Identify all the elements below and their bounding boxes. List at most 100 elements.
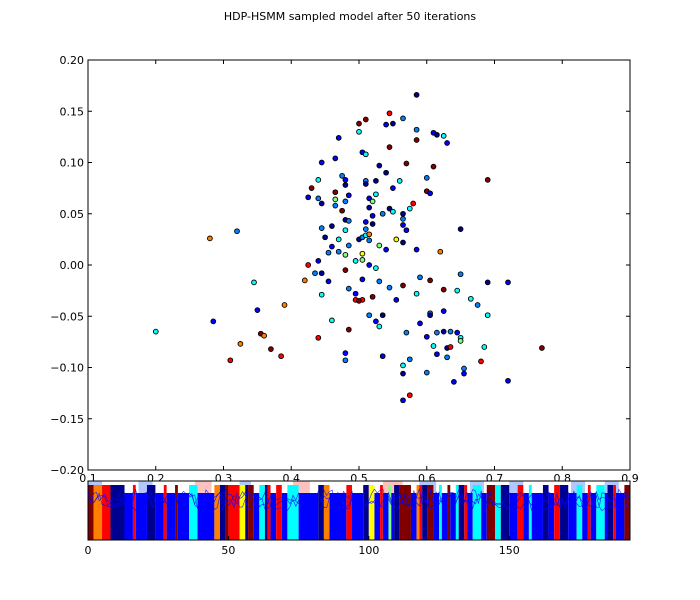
- state-segment: [495, 485, 501, 540]
- data-point: [335, 236, 342, 243]
- data-point: [362, 226, 369, 232]
- state-segment: [542, 485, 549, 540]
- y-tick-label: −0.15: [50, 413, 84, 426]
- data-point: [393, 236, 400, 243]
- data-point: [413, 137, 420, 143]
- state-segment: [590, 493, 597, 540]
- state-segment: [559, 485, 569, 540]
- observation-trace: [87, 494, 631, 512]
- data-point: [373, 318, 379, 325]
- state-segment: [615, 493, 625, 540]
- state-segment: [110, 485, 125, 540]
- data-point: [403, 329, 410, 336]
- data-point: [434, 351, 440, 358]
- data-point: [457, 338, 464, 344]
- state-segment: [374, 493, 381, 540]
- data-point: [362, 116, 369, 123]
- data-point: [379, 312, 386, 319]
- x-tick-label: 0: [85, 544, 92, 557]
- state-segment: [214, 485, 220, 540]
- data-point: [369, 221, 376, 227]
- state-segment: [607, 485, 614, 540]
- state-segment: [281, 493, 288, 540]
- data-point: [396, 178, 403, 184]
- data-point: [481, 344, 488, 350]
- x-tick-label: 100: [358, 544, 379, 557]
- state-segment: [554, 485, 560, 540]
- state-segment: [248, 485, 254, 540]
- data-point: [406, 392, 413, 399]
- data-point: [315, 258, 322, 264]
- data-point: [410, 200, 417, 207]
- data-point: [359, 276, 366, 283]
- data-point: [342, 182, 349, 188]
- data-point: [400, 362, 406, 369]
- state-segment: [380, 485, 383, 540]
- state-segment: [523, 493, 529, 540]
- data-point: [383, 121, 389, 128]
- state-segment: [166, 493, 176, 540]
- data-point: [390, 185, 396, 191]
- data-point: [413, 92, 420, 98]
- data-point: [366, 237, 373, 244]
- data-point: [430, 163, 437, 170]
- data-point: [437, 248, 444, 255]
- data-point: [369, 198, 376, 205]
- state-segment: [225, 485, 229, 540]
- state-segment: [88, 485, 94, 540]
- data-point: [484, 279, 491, 286]
- state-segment: [102, 485, 111, 540]
- data-point: [278, 353, 284, 360]
- y-tick-label: −0.20: [50, 464, 84, 477]
- data-point: [467, 295, 474, 302]
- data-point: [376, 323, 383, 330]
- data-point: [400, 210, 406, 217]
- data-point: [440, 308, 447, 314]
- state-segment: [146, 485, 156, 540]
- data-point: [359, 250, 366, 257]
- state-segment: [132, 485, 136, 540]
- data-point: [376, 162, 383, 169]
- data-point: [373, 265, 379, 271]
- data-point: [461, 370, 467, 377]
- data-point: [369, 293, 376, 300]
- y-tick-label: 0.05: [60, 208, 85, 221]
- data-point: [379, 353, 386, 360]
- state-segment: [427, 485, 434, 540]
- data-point: [406, 356, 413, 363]
- state-segment: [189, 485, 198, 540]
- state-segment: [219, 485, 226, 540]
- y-tick-label: 0.15: [60, 105, 85, 118]
- state-segment: [276, 485, 282, 540]
- state-segment: [416, 485, 420, 540]
- data-point: [362, 181, 369, 187]
- data-point: [423, 369, 430, 376]
- state-segment: [135, 493, 147, 540]
- data-point: [461, 365, 467, 372]
- data-point: [427, 312, 433, 319]
- state-segment: [329, 493, 347, 540]
- data-point: [457, 271, 464, 278]
- state-segment: [323, 485, 330, 540]
- y-tick-label: −0.10: [50, 362, 84, 375]
- data-point: [417, 274, 423, 281]
- state-segment: [253, 493, 260, 540]
- state-segment: [124, 493, 133, 540]
- data-point: [335, 135, 342, 141]
- state-segment: [410, 493, 417, 540]
- state-segment: [382, 493, 389, 540]
- data-point: [345, 326, 352, 333]
- data-point: [400, 222, 406, 228]
- data-point: [335, 248, 342, 255]
- data-point: [434, 329, 440, 336]
- data-point: [352, 258, 359, 264]
- data-point: [390, 120, 396, 127]
- data-point: [400, 216, 406, 222]
- state-segment: [481, 493, 487, 540]
- data-point: [451, 379, 457, 385]
- data-point: [329, 243, 335, 250]
- data-point: [379, 210, 386, 217]
- data-point: [342, 198, 349, 205]
- data-point: [342, 251, 349, 258]
